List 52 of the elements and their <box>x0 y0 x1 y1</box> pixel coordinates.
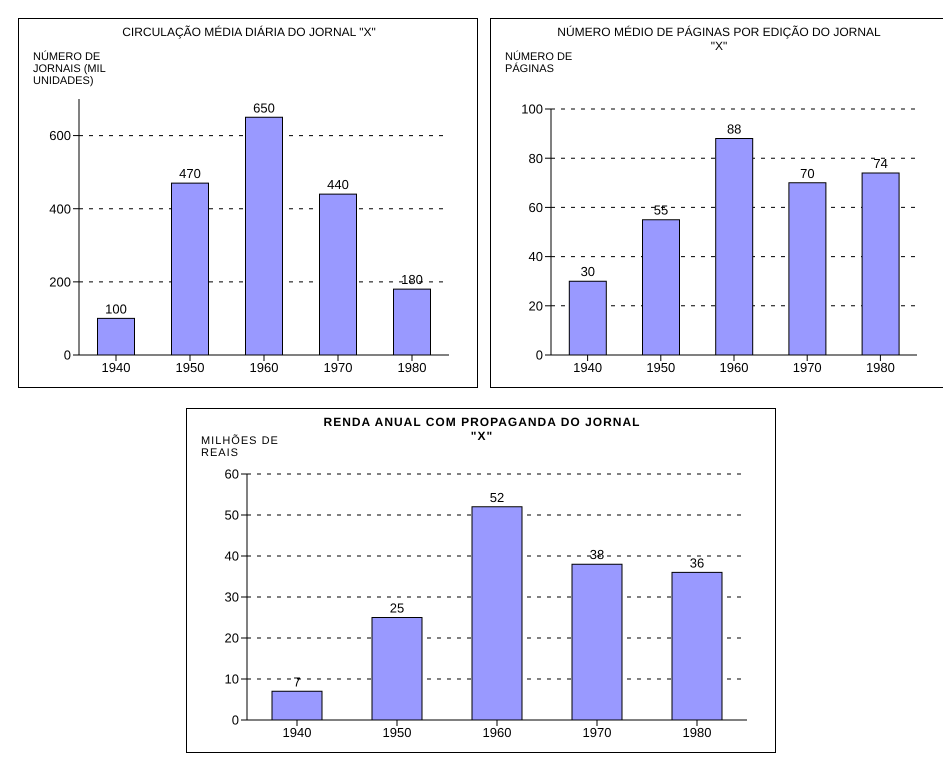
x-tick-label: 1960 <box>720 360 748 376</box>
y-tick-label: 80 <box>528 150 543 166</box>
data-label: 52 <box>490 490 504 505</box>
x-tick-label: 1970 <box>324 360 352 376</box>
y-tick-label: 50 <box>224 508 239 523</box>
data-label: 36 <box>690 555 704 570</box>
data-label: 30 <box>580 264 596 280</box>
data-label: 88 <box>726 122 742 137</box>
data-label: 25 <box>390 600 404 616</box>
y-tick-label: 30 <box>224 590 239 605</box>
x-tick-label: 1950 <box>646 360 676 376</box>
x-tick-label: 1980 <box>866 360 895 376</box>
y-tick-label: 0 <box>536 348 543 363</box>
data-label: 55 <box>654 202 668 218</box>
data-label: 38 <box>590 547 604 562</box>
y-axis-title: NÚMERO DE JORNAIS (MIL UNIDADES) <box>33 51 106 87</box>
y-tick-label: 40 <box>224 548 239 564</box>
x-tick-label: 1940 <box>102 360 130 376</box>
y-axis-title: MILHÕES DE REAIS <box>201 435 280 459</box>
x-tick-label: 1950 <box>382 725 412 740</box>
y-tick-label: 0 <box>232 712 239 728</box>
y-tick-label: 0 <box>64 348 71 363</box>
x-tick-label: 1980 <box>398 360 426 376</box>
x-tick-label: 1940 <box>282 725 312 740</box>
y-tick-label: 60 <box>224 466 239 482</box>
y-tick-label: 600 <box>49 128 71 144</box>
y-tick-label: 40 <box>528 249 543 264</box>
data-label: 440 <box>327 177 349 192</box>
y-tick-label: 20 <box>528 298 543 314</box>
y-tick-label: 200 <box>49 274 71 290</box>
y-tick-label: 60 <box>528 200 543 216</box>
x-tick-label: 1960 <box>482 725 512 740</box>
x-tick-label: 1970 <box>582 725 612 740</box>
x-tick-label: 1940 <box>573 360 602 376</box>
data-label: 74 <box>873 156 888 171</box>
x-tick-label: 1980 <box>682 725 712 740</box>
y-tick-label: 400 <box>49 201 71 216</box>
y-tick-label: 10 <box>224 672 239 687</box>
data-label: 70 <box>800 166 815 181</box>
data-label: 100 <box>105 301 127 316</box>
data-label: 180 <box>401 272 423 288</box>
y-tick-label: 20 <box>224 630 239 646</box>
x-tick-label: 1960 <box>250 360 278 376</box>
y-axis-title: NÚMERO DE PÁGINAS <box>505 51 574 75</box>
chart-title: NÚMERO MÉDIO DE PÁGINAS POR EDIÇÃO DO JORNAL "X" <box>557 25 881 53</box>
data-label: 470 <box>179 166 201 182</box>
y-tick-label: 100 <box>521 102 543 117</box>
data-label: 650 <box>253 100 275 116</box>
x-tick-label: 1950 <box>176 360 204 376</box>
x-tick-label: 1970 <box>792 360 822 376</box>
chart-title: CIRCULAÇÃO MÉDIA DIÁRIA DO JORNAL "X" <box>121 25 377 39</box>
chart-title: RENDA ANUAL COM PROPAGANDA DO JORNAL "X" <box>322 415 642 443</box>
